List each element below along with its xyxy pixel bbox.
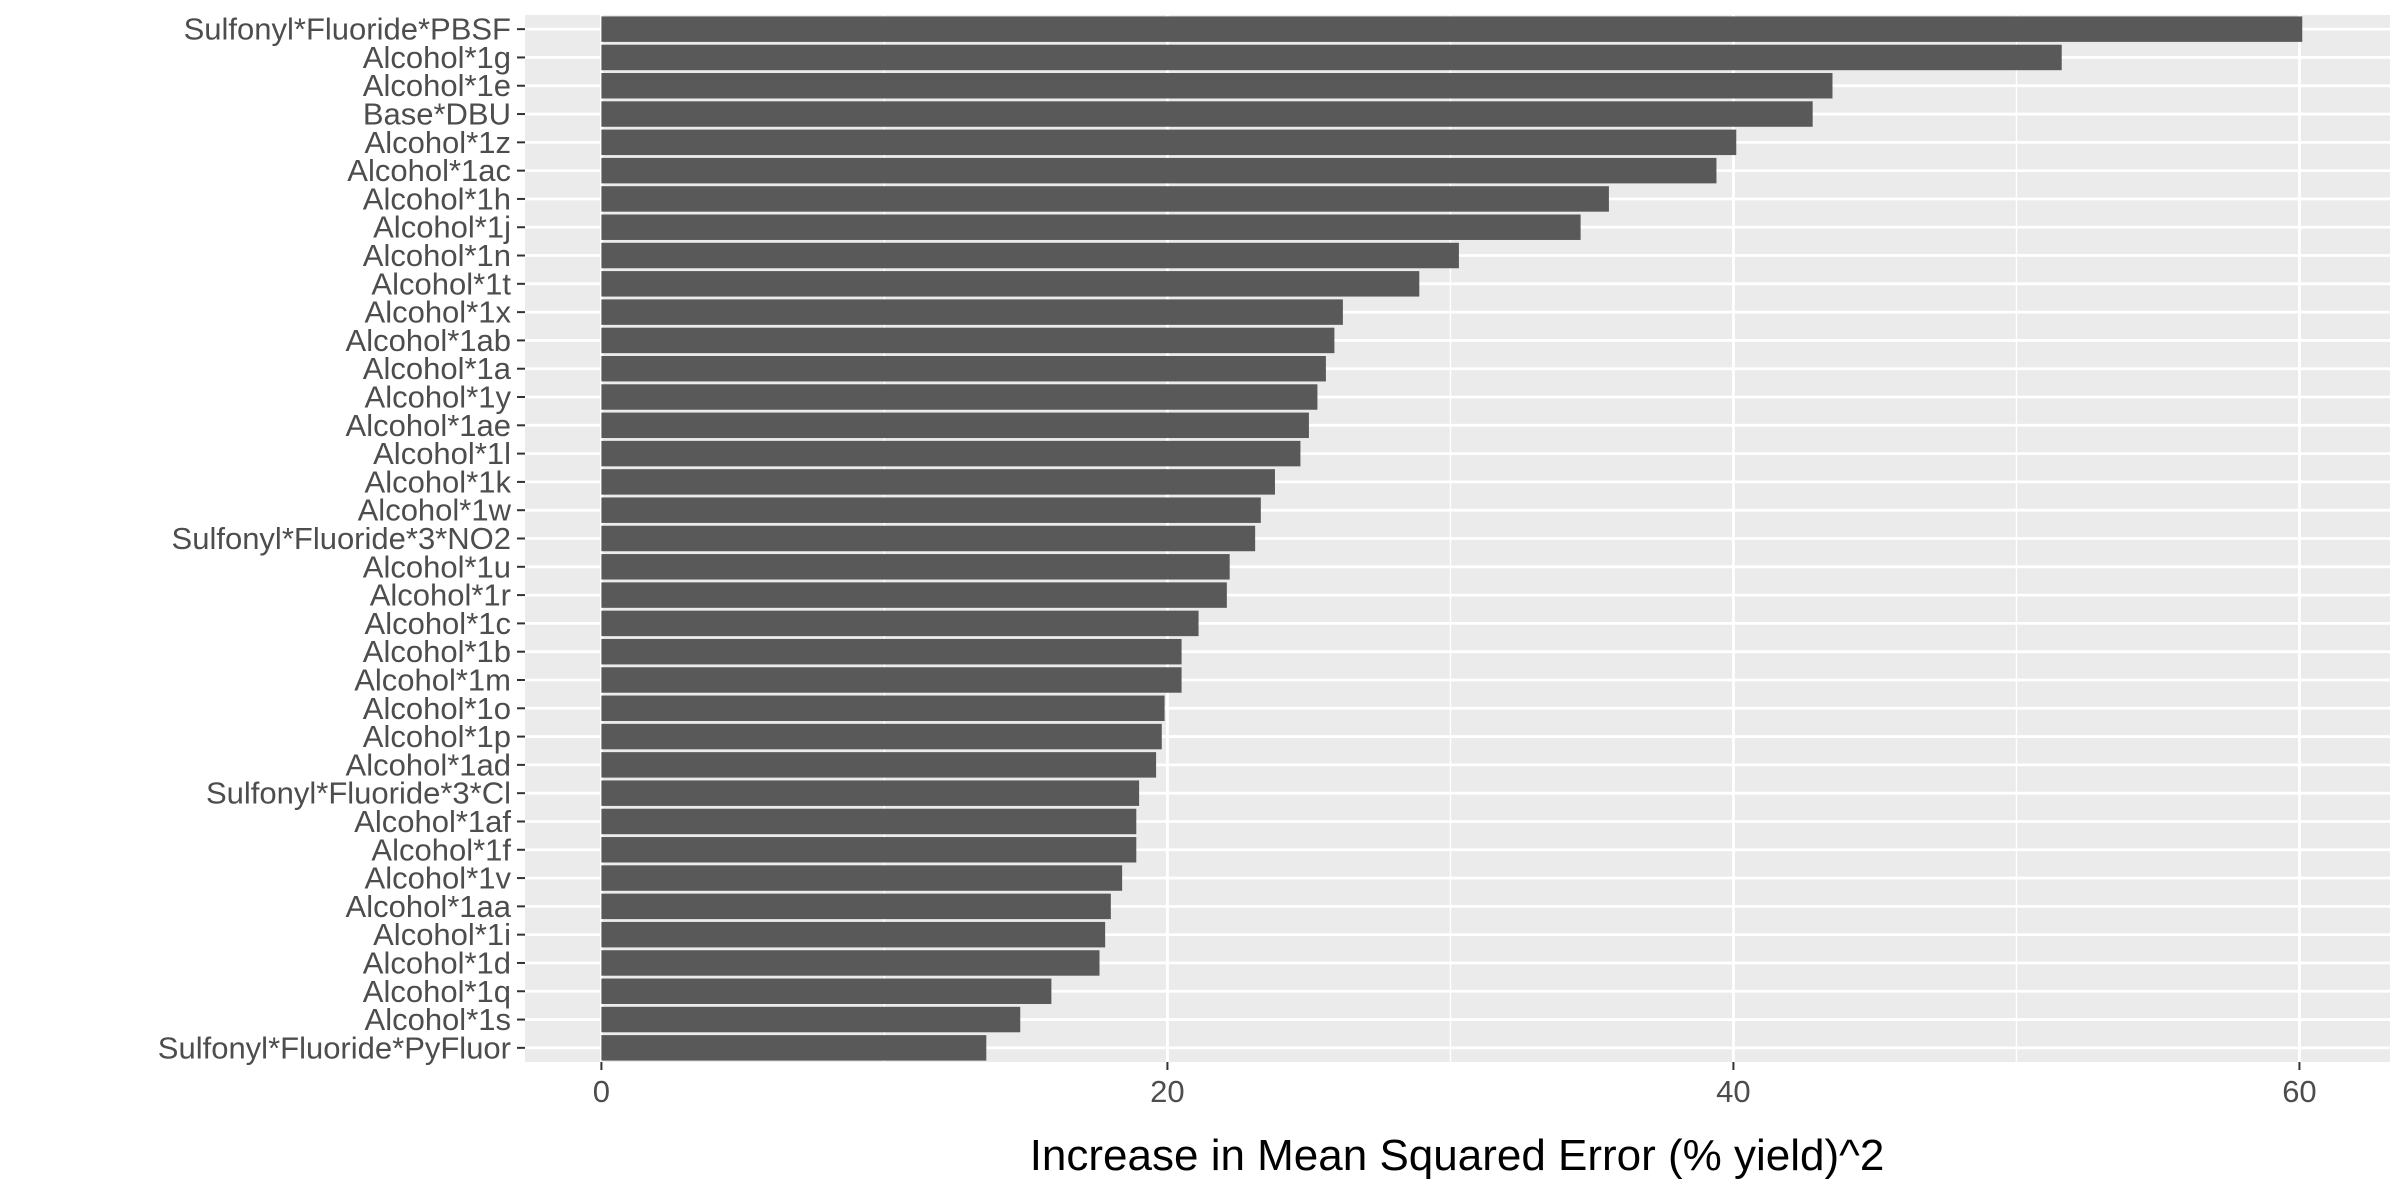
y-tick-label: Alcohol*1q [363,974,511,1009]
bar [601,355,1326,382]
bar [601,638,1182,665]
bar [601,525,1256,552]
y-tick-label: Alcohol*1g [363,40,511,75]
y-axis: Sulfonyl*Fluoride*PBSFAlcohol*1gAlcohol*… [158,12,525,1065]
bar [601,412,1309,439]
bar [601,327,1335,354]
bar [601,610,1199,637]
y-tick-label: Alcohol*1i [373,917,511,952]
bar [601,497,1261,523]
y-tick-label: Alcohol*1d [363,945,511,980]
y-tick-label: Alcohol*1c [365,606,511,641]
y-tick-label: Alcohol*1l [373,436,511,471]
y-tick-label: Alcohol*1u [363,549,511,584]
bar [601,440,1301,467]
y-tick-label: Alcohol*1h [363,181,511,216]
y-tick-label: Alcohol*1ae [346,408,511,443]
bar [601,1006,1021,1033]
bar [601,186,1609,212]
x-tick-label: 60 [2282,1074,2316,1109]
bar [601,214,1581,240]
bar [601,780,1140,806]
bar [601,808,1137,835]
bar [601,469,1275,495]
y-tick-label: Alcohol*1p [363,719,511,754]
y-tick-label: Alcohol*1n [363,238,511,273]
x-tick-label: 0 [593,1074,610,1109]
y-tick-label: Alcohol*1ad [346,747,511,782]
bar [601,271,1420,297]
y-tick-label: Sulfonyl*Fluoride*PBSF [184,12,511,47]
y-tick-label: Alcohol*1aa [346,889,512,924]
bar [601,157,1717,184]
x-tick-label: 20 [1150,1074,1184,1109]
y-tick-label: Alcohol*1o [363,691,511,726]
bar [601,582,1227,608]
y-tick-label: Alcohol*1r [370,578,511,613]
bar [601,129,1737,156]
y-tick-label: Alcohol*1v [365,861,512,896]
x-axis: 0 20 40 60 [593,1062,2317,1109]
x-tick-label: 40 [1716,1074,1750,1109]
y-tick-label: Alcohol*1y [365,380,512,415]
x-axis-title: Increase in Mean Squared Error (% yield)… [1030,1131,1885,1180]
y-tick-label: Sulfonyl*Fluoride*PyFluor [158,1030,511,1065]
bar [601,837,1137,863]
y-tick-label: Alcohol*1e [363,68,511,103]
bar [601,667,1182,693]
y-tick-label: Alcohol*1b [363,634,511,669]
y-tick-label: Alcohol*1j [373,210,511,245]
bar [601,44,2062,71]
bar [601,695,1165,722]
bar [601,299,1343,325]
y-tick-label: Alcohol*1z [365,125,511,160]
y-tick-label: Alcohol*1k [365,464,512,499]
y-tick-label: Alcohol*1t [371,266,511,301]
bar [601,865,1123,891]
bar [601,723,1162,750]
bar [601,554,1230,580]
y-tick-label: Base*DBU [363,97,511,132]
bars [601,16,2303,1061]
bar [601,893,1111,920]
bar [601,978,1052,1004]
bar [601,950,1100,976]
y-tick-label: Alcohol*1w [358,493,512,528]
y-tick-label: Alcohol*1ac [347,153,511,188]
y-tick-label: Sulfonyl*Fluoride*3*NO2 [172,521,511,556]
bar [601,921,1106,948]
bar [601,242,1459,269]
bar [601,16,2303,42]
y-tick-label: Alcohol*1f [371,832,511,867]
y-tick-label: Sulfonyl*Fluoride*3*Cl [206,776,511,811]
y-tick-label: Alcohol*1m [354,662,511,697]
y-tick-label: Alcohol*1ab [346,323,511,358]
y-tick-label: Alcohol*1af [354,804,511,839]
bar [601,101,1813,127]
y-tick-label: Alcohol*1s [365,1002,511,1037]
bar [601,73,1833,99]
bar [601,752,1157,778]
y-tick-label: Alcohol*1a [363,351,512,386]
bar [601,384,1318,410]
bar [601,1035,987,1061]
y-tick-label: Alcohol*1x [365,295,512,330]
